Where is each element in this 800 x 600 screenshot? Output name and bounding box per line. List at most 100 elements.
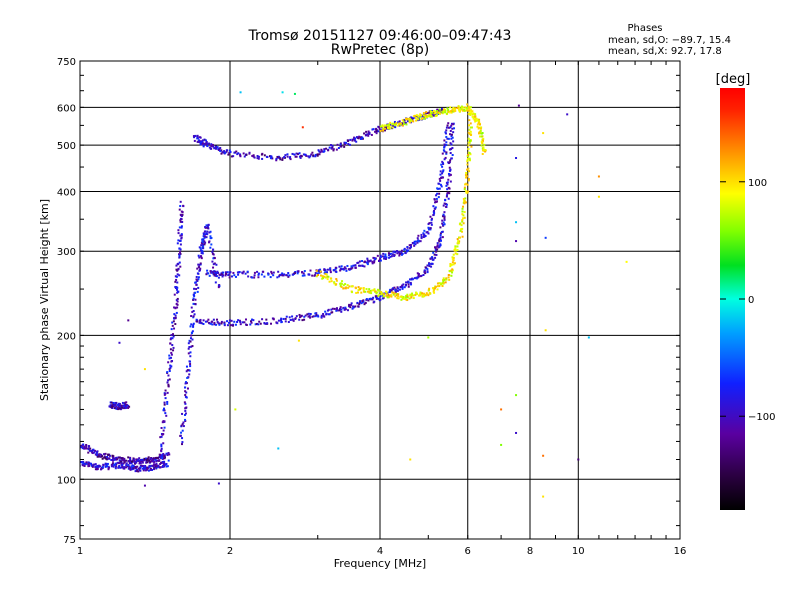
echo-point <box>139 459 142 462</box>
echo-point <box>386 293 389 296</box>
echo-point <box>467 153 470 156</box>
echo-point <box>515 394 518 397</box>
echo-point <box>103 456 106 459</box>
echo-point <box>436 248 439 251</box>
echo-point <box>228 321 231 324</box>
echo-point <box>312 315 315 318</box>
echo-point <box>466 106 469 109</box>
echo-point <box>403 286 406 289</box>
echo-point <box>388 294 391 297</box>
echo-point <box>118 456 121 459</box>
echo-point <box>354 305 357 308</box>
echo-point <box>474 115 477 118</box>
echo-point <box>161 457 164 460</box>
echo-point <box>99 468 102 471</box>
echo-point <box>127 460 130 463</box>
echo-point <box>424 114 427 117</box>
echo-point <box>429 215 432 218</box>
echo-point <box>233 151 236 154</box>
echo-point <box>215 145 218 148</box>
echo-point <box>413 244 416 247</box>
echo-point <box>454 247 457 250</box>
echo-point <box>141 461 144 464</box>
echo-point <box>245 323 248 326</box>
echo-point <box>457 108 460 111</box>
echo-point <box>207 272 210 275</box>
echo-point <box>212 318 215 321</box>
echo-point <box>450 263 453 266</box>
echo-point <box>238 271 241 274</box>
echo-point <box>406 250 409 253</box>
echo-point <box>146 457 149 460</box>
echo-point <box>204 142 207 145</box>
echo-point <box>392 250 395 253</box>
echo-point <box>257 276 260 279</box>
echo-point <box>387 254 390 257</box>
colorbar-tick-label: 0 <box>748 295 754 306</box>
echo-point <box>381 255 384 258</box>
echo-point <box>311 274 314 277</box>
echo-point <box>123 405 126 408</box>
echo-point <box>220 152 223 155</box>
echo-point <box>200 244 203 247</box>
echo-point <box>89 447 92 450</box>
echo-point <box>90 462 93 465</box>
echo-point <box>198 269 201 272</box>
echo-point <box>117 408 120 411</box>
echo-point <box>515 240 518 243</box>
echo-point <box>469 134 472 137</box>
echo-point <box>442 224 445 227</box>
echo-point <box>342 267 345 270</box>
echo-point <box>276 155 279 158</box>
echo-point <box>419 240 422 243</box>
echo-point <box>211 260 214 263</box>
echo-point <box>314 315 317 318</box>
echo-point <box>117 466 120 469</box>
echo-point <box>372 296 375 299</box>
echo-point <box>169 338 172 341</box>
echo-point <box>441 152 444 155</box>
echo-point <box>395 250 398 253</box>
data-points <box>80 91 628 498</box>
echo-point <box>441 215 444 218</box>
echo-point <box>195 283 198 286</box>
echo-point <box>333 307 336 310</box>
echo-point <box>353 136 356 139</box>
echo-point <box>128 462 131 465</box>
colorbar-tick-label: 100 <box>748 178 767 189</box>
x-tick-label: 4 <box>377 546 383 557</box>
echo-point <box>476 123 479 126</box>
echo-point <box>340 285 343 288</box>
echo-point <box>442 169 445 172</box>
echo-point <box>214 271 217 274</box>
echo-point <box>241 271 244 274</box>
echo-point <box>163 403 166 406</box>
echo-point <box>444 198 447 201</box>
echo-point <box>95 452 98 455</box>
echo-point <box>407 285 410 288</box>
echo-point <box>373 261 376 264</box>
echo-point <box>373 300 376 303</box>
echo-point <box>253 276 256 279</box>
echo-point <box>145 459 148 462</box>
echo-point <box>208 231 211 234</box>
echo-point <box>200 257 203 260</box>
echo-point <box>464 106 467 109</box>
echo-point <box>129 468 132 471</box>
echo-point <box>136 465 139 468</box>
echo-point <box>206 269 209 272</box>
echo-point <box>391 291 394 294</box>
echo-point <box>176 242 179 245</box>
echo-point <box>389 123 392 126</box>
echo-point <box>113 457 116 460</box>
echo-point <box>210 271 213 274</box>
echo-point <box>397 293 400 296</box>
echo-point <box>414 240 417 243</box>
echo-point <box>404 252 407 255</box>
echo-point <box>163 409 166 412</box>
echo-point <box>331 311 334 314</box>
echo-point <box>434 206 437 209</box>
echo-point <box>121 406 124 409</box>
echo-point <box>351 291 354 294</box>
echo-point <box>418 294 421 297</box>
